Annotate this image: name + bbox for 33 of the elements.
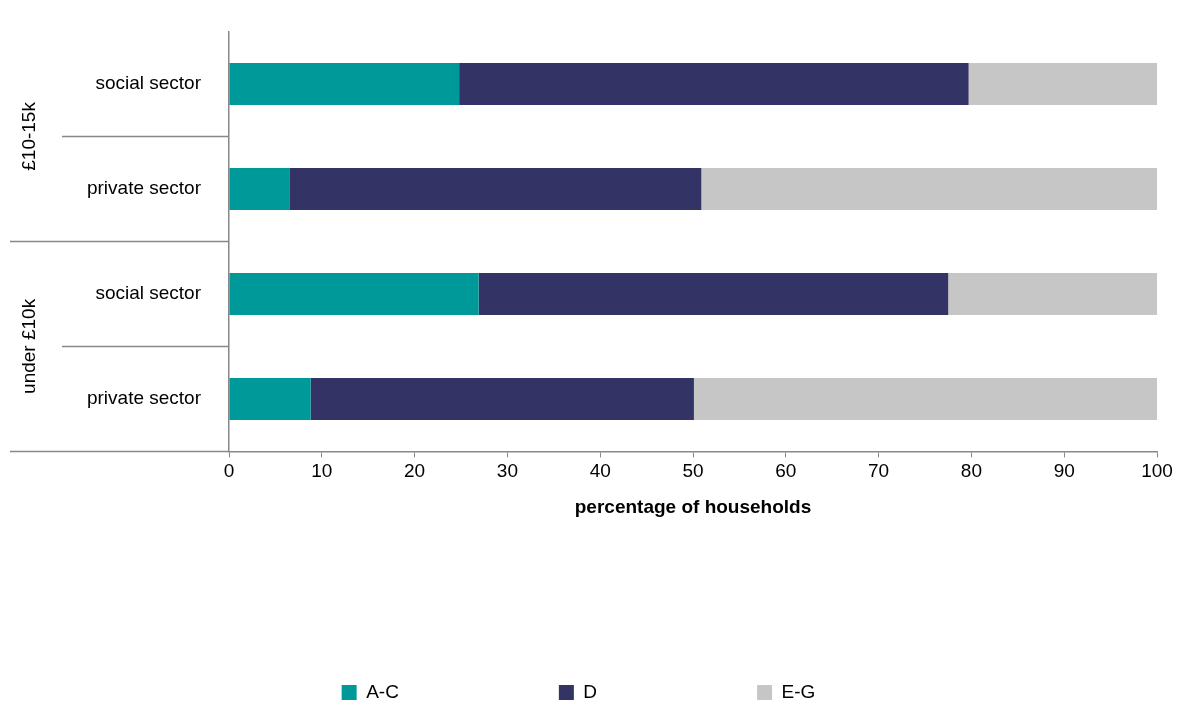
y-tick-label: private sector: [86, 387, 202, 409]
x-axis-title: percentage of households: [574, 495, 812, 517]
text: £10-15k: [18, 101, 40, 171]
x-tick-label: 70: [868, 460, 890, 482]
bar: [478, 272, 949, 315]
x-tick-label: 0: [223, 460, 235, 482]
x-tick-label: 90: [1053, 460, 1075, 482]
bar: [459, 62, 969, 105]
bar: [701, 167, 1157, 210]
bar: [229, 377, 311, 420]
text: under £10k: [18, 298, 40, 394]
x-tick-label: 40: [589, 460, 611, 482]
bar: [229, 167, 290, 210]
y-tick-label: social sector: [95, 72, 202, 94]
x-tick-label: 60: [775, 460, 797, 482]
x-tick-label: 20: [404, 460, 426, 482]
bar: [968, 62, 1157, 105]
y-tick-label: private sector: [86, 177, 202, 199]
x-tick-label: 50: [682, 460, 704, 482]
y-tick-label: social sector: [95, 282, 202, 304]
x-tick-label: 100: [1141, 460, 1173, 482]
legend-label: E-G: [781, 680, 816, 702]
bar: [229, 62, 460, 105]
bar: [948, 272, 1157, 315]
bar: [310, 377, 694, 420]
bar: [289, 167, 702, 210]
x-tick-label: 80: [960, 460, 982, 482]
bar: [229, 272, 479, 315]
x-tick-label: 10: [311, 460, 333, 482]
legend-label: A-C: [366, 680, 399, 702]
legend-label: D: [583, 680, 598, 702]
x-tick-label: 30: [496, 460, 518, 482]
bar: [693, 377, 1157, 420]
